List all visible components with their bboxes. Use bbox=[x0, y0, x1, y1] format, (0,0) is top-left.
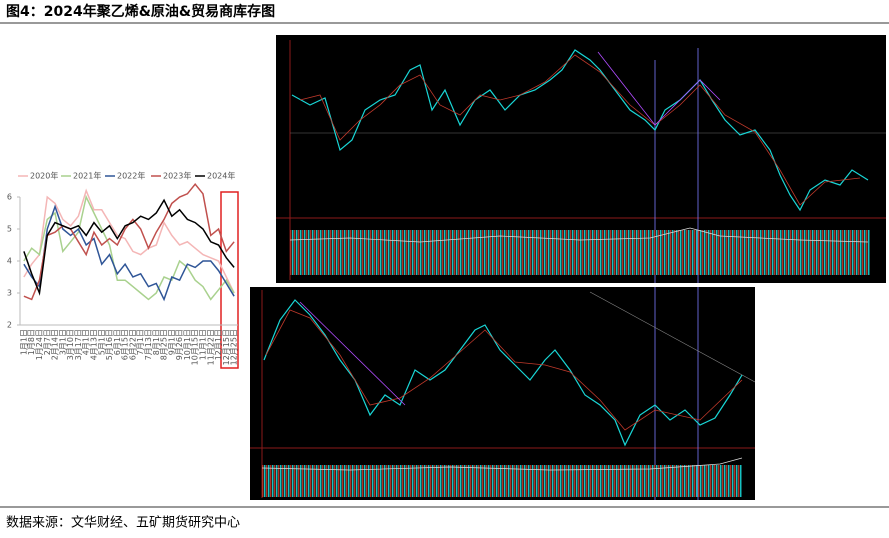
x-tick-label: 6月22日 bbox=[128, 329, 137, 360]
legend-label: 2022年 bbox=[117, 171, 145, 181]
x-tick-label: 2月7日 bbox=[43, 329, 52, 355]
series-line bbox=[23, 188, 235, 294]
x-tick-label: 10月15日 bbox=[191, 329, 200, 365]
x-tick-label: 4月13日 bbox=[89, 329, 98, 360]
series-line bbox=[23, 198, 235, 296]
y-tick-label: 2 bbox=[7, 321, 12, 330]
x-tick-label: 5月1日 bbox=[97, 329, 106, 355]
x-tick-label: 3月10日 bbox=[66, 329, 75, 360]
x-tick-label: 7月13日 bbox=[144, 329, 153, 360]
x-tick-label: 7月1日 bbox=[136, 329, 145, 355]
screenshot-panel bbox=[250, 287, 756, 500]
x-tick-label: 3月17日 bbox=[74, 329, 83, 360]
x-tick-label: 1月1日 bbox=[19, 329, 28, 355]
x-tick-label: 4月1日 bbox=[82, 329, 91, 355]
legend-label: 2024年 bbox=[207, 171, 235, 181]
x-tick-label: 12月25日 bbox=[230, 329, 239, 365]
x-tick-label: 6月15日 bbox=[121, 329, 130, 360]
x-tick-label: 8月1日 bbox=[152, 329, 161, 355]
x-tick-label: 1月8日 bbox=[27, 329, 36, 355]
series-line bbox=[23, 194, 235, 301]
x-tick-label: 2月14日 bbox=[51, 329, 60, 360]
x-tick-label: 12月15日 bbox=[222, 329, 231, 365]
y-tick-label: 4 bbox=[7, 257, 12, 266]
x-tick-label: 11月1日 bbox=[198, 329, 207, 360]
legend-label: 2020年 bbox=[30, 171, 58, 181]
series-line bbox=[23, 204, 235, 302]
y-tick-label: 5 bbox=[7, 225, 12, 234]
x-tick-label: 1月24日 bbox=[35, 329, 44, 360]
legend-label: 2021年 bbox=[73, 171, 101, 181]
highlight-box bbox=[220, 191, 239, 369]
series-line bbox=[23, 183, 235, 301]
x-tick-label: 10月1日 bbox=[183, 329, 192, 360]
x-tick-label: 5月16日 bbox=[105, 329, 114, 360]
screenshot-panel bbox=[276, 35, 886, 283]
title: 图4：2024年聚乙烯&原油&贸易商库存图 bbox=[6, 3, 275, 20]
x-tick-label: 9月1日 bbox=[167, 329, 176, 355]
legend-label: 2023年 bbox=[163, 171, 191, 181]
x-tick-label: 11月22日 bbox=[206, 329, 215, 365]
x-tick-label: 6月1日 bbox=[113, 329, 122, 355]
y-tick-label: 3 bbox=[7, 289, 12, 298]
x-tick-label: 8月25日 bbox=[160, 329, 169, 360]
y-tick-label: 6 bbox=[7, 193, 12, 202]
x-tick-label: 12月1日 bbox=[214, 329, 223, 360]
x-tick-label: 9月26日 bbox=[175, 329, 184, 360]
source: 数据来源：文华财经、五矿期货研究中心 bbox=[6, 515, 240, 531]
x-tick-label: 3月1日 bbox=[58, 329, 67, 355]
